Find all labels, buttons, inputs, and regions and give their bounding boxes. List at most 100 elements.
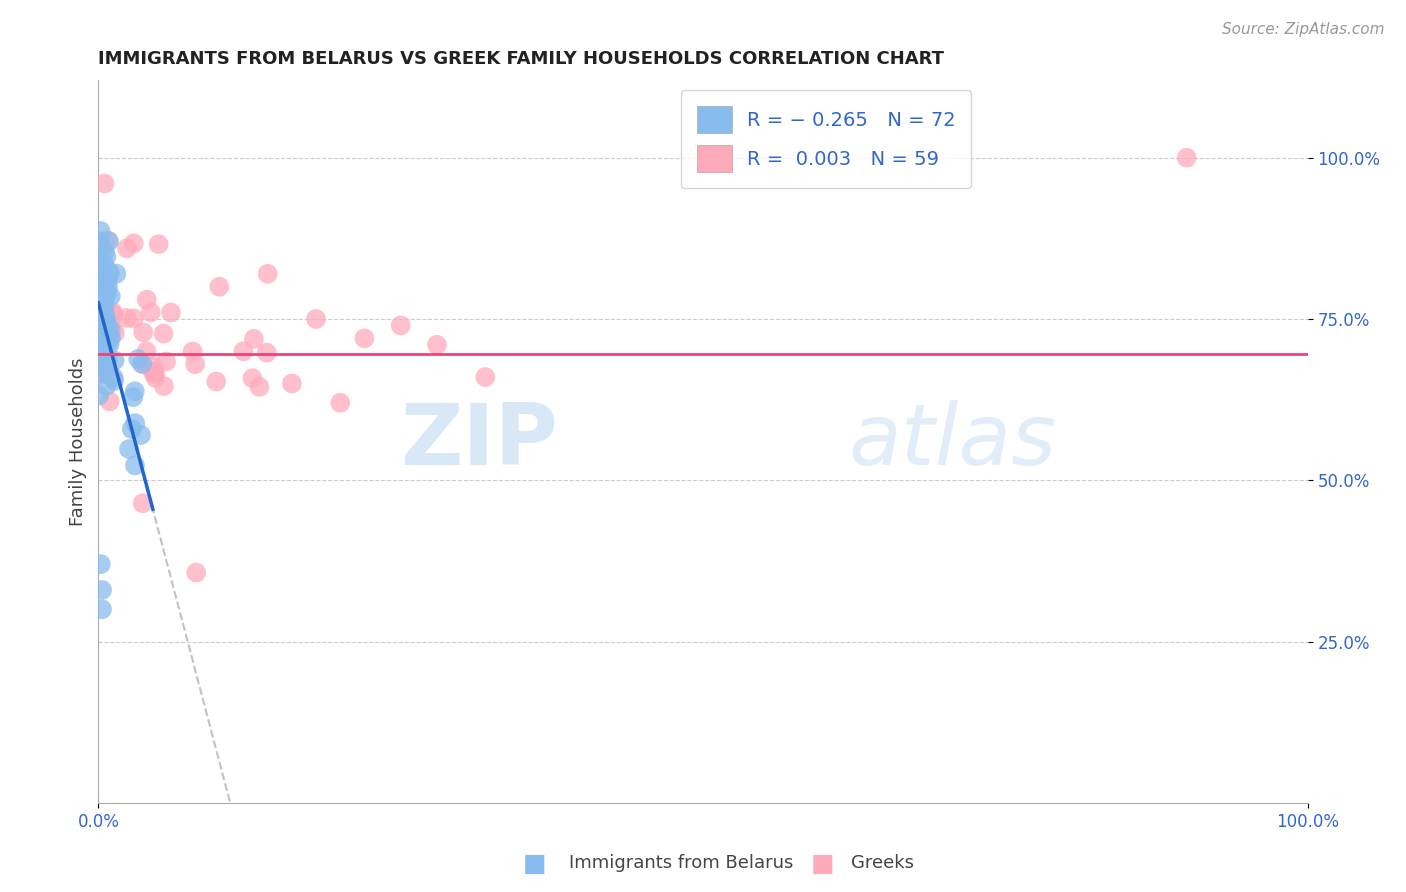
Point — [98, 394, 121, 409]
Point — [124, 416, 146, 430]
Y-axis label: Family Households: Family Households — [69, 358, 87, 525]
Text: ■: ■ — [811, 852, 834, 875]
Point — [96, 271, 118, 285]
Point — [91, 241, 114, 255]
Point — [208, 279, 231, 293]
Point — [101, 322, 124, 336]
Point — [97, 272, 120, 286]
Point — [122, 311, 145, 326]
Point — [1175, 151, 1198, 165]
Point — [94, 293, 117, 308]
Point — [141, 364, 163, 378]
Point — [89, 368, 111, 383]
Point — [242, 371, 264, 385]
Point — [96, 378, 118, 392]
Point — [91, 261, 114, 276]
Point — [142, 359, 165, 373]
Point — [89, 224, 111, 238]
Point — [389, 318, 412, 333]
Point — [139, 305, 162, 319]
Point — [97, 264, 120, 278]
Point — [135, 293, 157, 307]
Point — [87, 285, 110, 300]
Point — [91, 582, 114, 597]
Point — [103, 370, 125, 384]
Point — [94, 308, 117, 322]
Point — [305, 312, 328, 326]
Point — [143, 367, 166, 381]
Point — [96, 285, 118, 300]
Point — [148, 237, 170, 252]
Point — [132, 326, 155, 340]
Point — [181, 344, 204, 359]
Text: ■: ■ — [523, 852, 546, 875]
Point — [89, 350, 111, 364]
Point — [104, 326, 127, 340]
Text: IMMIGRANTS FROM BELARUS VS GREEK FAMILY HOUSEHOLDS CORRELATION CHART: IMMIGRANTS FROM BELARUS VS GREEK FAMILY … — [98, 50, 945, 68]
Point — [87, 334, 110, 348]
Point — [247, 380, 270, 394]
Point — [131, 496, 153, 510]
Point — [127, 351, 149, 366]
Point — [87, 366, 110, 380]
Point — [97, 279, 120, 293]
Point — [96, 315, 118, 329]
Point — [152, 326, 174, 341]
Point — [93, 299, 115, 313]
Point — [135, 344, 157, 359]
Point — [186, 566, 208, 580]
Point — [131, 357, 153, 371]
Text: Immigrants from Belarus: Immigrants from Belarus — [569, 855, 794, 872]
Point — [90, 260, 112, 275]
Point — [243, 332, 266, 346]
Point — [474, 370, 496, 384]
Point — [89, 336, 111, 351]
Point — [129, 428, 152, 442]
Point — [89, 294, 111, 309]
Point — [101, 305, 124, 319]
Point — [90, 293, 112, 307]
Point — [91, 277, 114, 292]
Point — [100, 331, 122, 345]
Point — [91, 339, 114, 353]
Point — [143, 367, 166, 381]
Point — [232, 344, 254, 359]
Point — [256, 267, 278, 281]
Point — [124, 458, 146, 473]
Point — [98, 337, 121, 351]
Point — [91, 343, 114, 358]
Text: Greeks: Greeks — [851, 855, 914, 872]
Point — [329, 396, 352, 410]
Point — [93, 361, 115, 376]
Point — [97, 316, 120, 330]
Point — [98, 235, 121, 249]
Point — [353, 331, 375, 345]
Point — [98, 266, 121, 280]
Point — [89, 347, 111, 361]
Text: Source: ZipAtlas.com: Source: ZipAtlas.com — [1222, 22, 1385, 37]
Point — [93, 256, 115, 270]
Point — [90, 334, 112, 348]
Point — [122, 390, 145, 404]
Point — [205, 375, 228, 389]
Point — [104, 353, 127, 368]
Point — [94, 360, 117, 375]
Point — [98, 329, 121, 343]
Point — [94, 319, 117, 334]
Point — [153, 379, 176, 393]
Point — [94, 329, 117, 343]
Point — [115, 241, 138, 255]
Point — [96, 318, 118, 333]
Point — [90, 299, 112, 313]
Point — [89, 338, 111, 352]
Point — [89, 312, 111, 326]
Legend: R = − 0.265 N = 72, R =  0.003 N = 59: R = − 0.265 N = 72, R = 0.003 N = 59 — [681, 90, 972, 188]
Point — [93, 311, 115, 326]
Point — [96, 250, 118, 264]
Point — [94, 269, 117, 284]
Point — [122, 236, 145, 251]
Point — [90, 320, 112, 334]
Point — [115, 310, 138, 325]
Point — [256, 345, 278, 359]
Point — [97, 352, 120, 367]
